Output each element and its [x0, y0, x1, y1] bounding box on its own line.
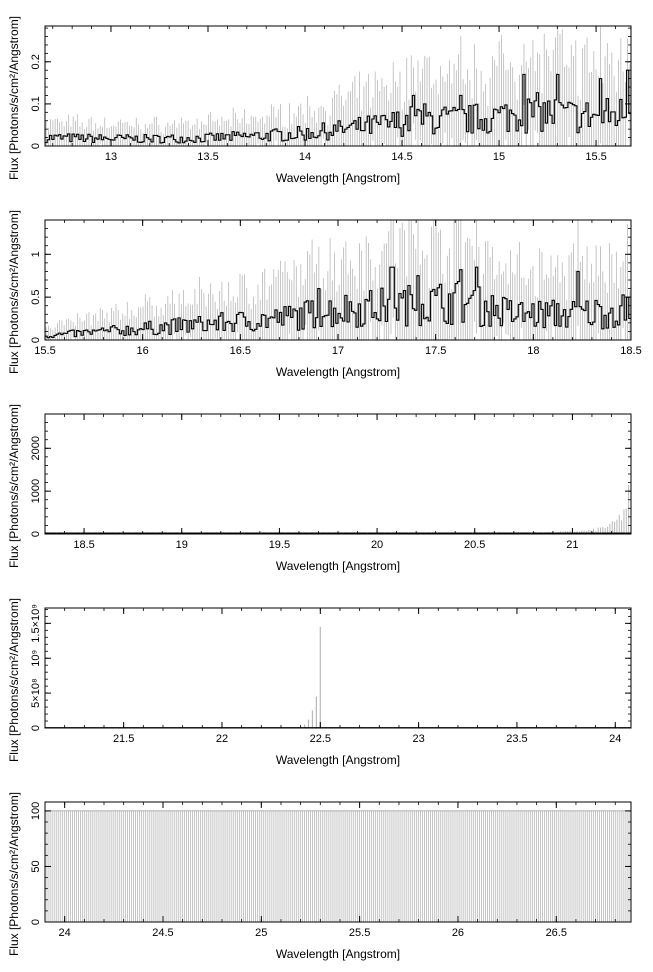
panel-2: 15.5 16 16.5 17 17.5 18 18.5 0 0.5 1 Wavelength [A…	[0, 194, 653, 388]
plot-area: 13 13.5 14 14.5 15 15.5 0 0.1 0.2 Wavelength [Ang…	[7, 16, 632, 185]
x-tick-label: 16	[137, 345, 149, 357]
x-tick-label: 22.5	[310, 733, 331, 745]
x-tick-label: 19.5	[269, 539, 290, 551]
plot-area: 21.5 22 22.5 23 23.5 24 0 5×10⁸ 10⁹ 1.5×10⁹ Wavele…	[7, 598, 632, 767]
y-tick-label: 2000	[30, 436, 42, 460]
x-axis-label: Wavelength [Angstrom]	[276, 171, 400, 185]
x-tick-label: 15.5	[34, 345, 55, 357]
x-tick-label: 16.5	[230, 345, 251, 357]
plot-frame	[44, 801, 632, 923]
y-tick-label: 0	[30, 919, 42, 925]
y-tick-label: 100	[30, 802, 42, 820]
x-tick-label: 26.5	[546, 927, 567, 939]
data-line	[45, 69, 631, 144]
plot-frame	[44, 25, 632, 147]
x-tick-label: 15.5	[585, 151, 606, 163]
x-axis-label: Wavelength [Angstrom]	[276, 753, 400, 767]
x-tick-label: 18.5	[73, 539, 94, 551]
x-tick-label: 24.5	[152, 927, 173, 939]
data-marks	[45, 485, 631, 534]
y-axis-label: Flux [Photons/s/cm²/Angstrom]	[7, 404, 21, 568]
x-tick-label: 23	[412, 733, 424, 745]
x-tick-label: 20	[371, 539, 383, 551]
y-tick-label: 0.2	[30, 54, 42, 69]
chart-5: 24 24.5 25 25.5 26 26.5 0 50 100 Wavelength [Angs…	[7, 792, 632, 961]
y-tick-label: 50	[30, 860, 42, 872]
data-line	[45, 266, 631, 339]
y-tick-label: 1	[30, 251, 42, 257]
x-tick-label: 15	[493, 151, 505, 163]
y-tick-label: 0.5	[30, 289, 42, 304]
chart-4: 21.5 22 22.5 23 23.5 24 0 5×10⁸ 10⁹ 1.5×10⁹ Wavele…	[7, 598, 632, 767]
y-tick-label: 1000	[30, 479, 42, 503]
y-tick-label: 10⁹	[30, 650, 42, 667]
data-marks	[45, 810, 631, 922]
x-axis-label: Wavelength [Angstrom]	[276, 559, 400, 573]
panel-4: 21.5 22 22.5 23 23.5 24 0 5×10⁸ 10⁹ 1.5×10⁹ Wavele…	[0, 582, 653, 776]
chart-2: 15.5 16 16.5 17 17.5 18 18.5 0 0.5 1 Wavelength [A…	[7, 210, 642, 379]
y-axis-label: Flux [Photons/s/cm²/Angstrom]	[7, 598, 21, 762]
x-tick-label: 20.5	[464, 539, 485, 551]
y-tick-label: 0	[30, 143, 42, 149]
plot-area: 15.5 16 16.5 17 17.5 18 18.5 0 0.5 1 Wavelength [A…	[7, 210, 642, 379]
x-tick-label: 14	[299, 151, 311, 163]
y-tick-label: 1.5×10⁹	[30, 604, 42, 643]
x-tick-label: 13	[105, 151, 117, 163]
panel-1: 13 13.5 14 14.5 15 15.5 0 0.1 0.2 Wavelength [Ang…	[0, 0, 653, 194]
y-tick-label: 5×10⁸	[30, 678, 42, 707]
panel-3: 18.5 19 19.5 20 20.5 21 0 1000 2000 Wavelength [A…	[0, 388, 653, 582]
x-tick-label: 24	[59, 927, 71, 939]
x-tick-label: 25.5	[349, 927, 370, 939]
y-axis-label: Flux [Photons/s/cm²/Angstrom]	[7, 210, 21, 374]
y-tick-label: 0	[30, 725, 42, 731]
data-marks	[45, 26, 631, 146]
x-tick-label: 25	[255, 927, 267, 939]
data-marks	[45, 626, 631, 728]
y-axis-label: Flux [Photons/s/cm²/Angstrom]	[7, 792, 21, 956]
x-tick-label: 14.5	[391, 151, 412, 163]
x-tick-label: 22	[216, 733, 228, 745]
panel-5: 24 24.5 25 25.5 26 26.5 0 50 100 Wavelength [Angs…	[0, 776, 653, 970]
y-tick-label: 0.1	[30, 96, 42, 111]
x-tick-label: 18	[527, 345, 539, 357]
chart-3: 18.5 19 19.5 20 20.5 21 0 1000 2000 Wavelength [A…	[7, 404, 632, 573]
x-tick-label: 18.5	[620, 345, 641, 357]
y-axis-label: Flux [Photons/s/cm²/Angstrom]	[7, 16, 21, 180]
x-axis-label: Wavelength [Angstrom]	[276, 365, 400, 379]
chart-1: 13 13.5 14 14.5 15 15.5 0 0.1 0.2 Wavelength [Ang…	[7, 16, 632, 185]
y-tick-label: 0	[30, 531, 42, 537]
x-tick-label: 26	[452, 927, 464, 939]
plot-frame	[44, 413, 632, 535]
x-tick-label: 17.5	[425, 345, 446, 357]
x-tick-label: 23.5	[506, 733, 527, 745]
plot-area: 18.5 19 19.5 20 20.5 21 0 1000 2000 Wavelength [A…	[7, 404, 632, 573]
x-tick-label: 24	[609, 733, 621, 745]
data-marks	[45, 220, 631, 340]
plot-frame	[44, 607, 632, 729]
x-tick-label: 21	[566, 539, 578, 551]
plot-area: 24 24.5 25 25.5 26 26.5 0 50 100 Wavelength [Angs…	[7, 792, 632, 961]
x-tick-label: 13.5	[197, 151, 218, 163]
x-tick-label: 19	[176, 539, 188, 551]
x-tick-label: 17	[332, 345, 344, 357]
y-tick-label: 0	[30, 337, 42, 343]
x-axis-label: Wavelength [Angstrom]	[276, 947, 400, 961]
x-tick-label: 21.5	[113, 733, 134, 745]
